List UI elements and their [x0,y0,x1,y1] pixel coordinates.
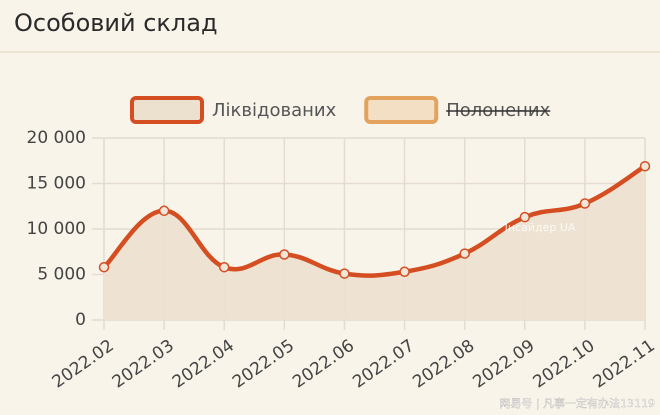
legend-label: Ліквідованих [212,100,337,121]
legend-swatch [130,96,204,124]
x-tick-label: 2022.07 [349,336,418,393]
x-tick-label: 2022.08 [409,336,478,393]
point [519,211,531,223]
legend-item: Полонених [364,96,551,124]
point [459,248,470,259]
x-tick-label: 2022.10 [530,336,599,393]
y-tick-label: 20 000 [27,128,86,148]
y-tick-label: 0 [75,310,86,330]
y-tick-label: 10 000 [27,219,86,239]
watermark: 网易号 | 凡事一定有办法13119 [499,396,655,410]
legend-item: Ліквідованих [130,96,337,124]
point [279,249,290,260]
x-tick-label: 2022.11 [590,336,659,393]
x-tick-label: 2022.05 [229,336,298,393]
point [579,198,591,209]
area [104,166,645,320]
watermark: Інсайдер UA [505,221,576,234]
point [98,261,110,273]
legend-swatch [364,96,439,124]
point [639,160,651,172]
y-tick-label: 5 000 [37,265,86,285]
y-tick-label: 15 000 [27,174,86,194]
point [399,266,410,278]
line [102,164,647,278]
point [218,261,230,273]
point [339,268,350,279]
x-tick-label: 2022.02 [49,336,118,393]
x-tick-label: 2022.03 [109,336,178,393]
point [158,205,170,217]
chart-title: Особовий склад [14,9,218,37]
x-tick-label: 2022.04 [169,336,238,393]
x-tick-label: 2022.09 [469,336,538,393]
x-tick-label: 2022.06 [289,336,358,393]
